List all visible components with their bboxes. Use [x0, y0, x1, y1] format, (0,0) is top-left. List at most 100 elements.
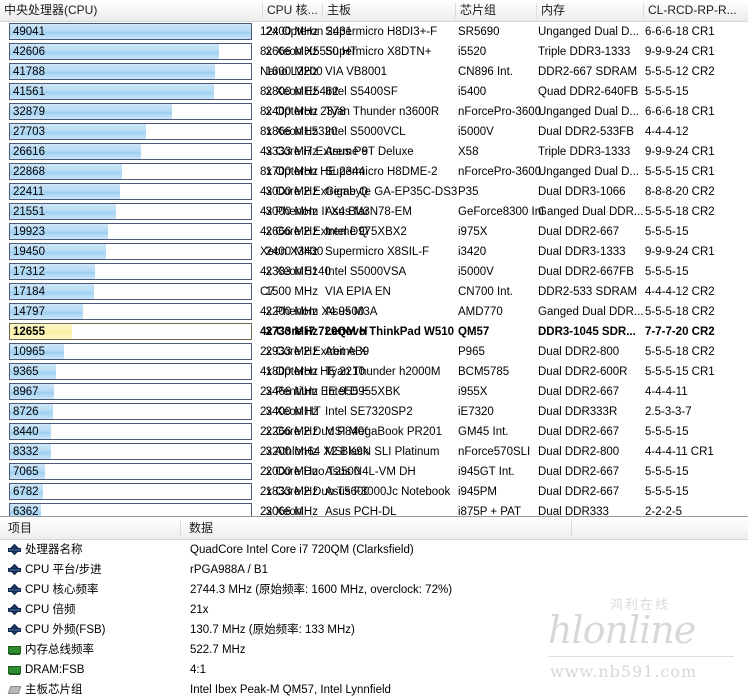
score-bar: 17184 [9, 283, 252, 300]
column-header-memory[interactable]: 内存 [541, 3, 566, 17]
list-item[interactable]: DRAM:FSB 4:1 [0, 660, 748, 680]
list-item[interactable]: 处理器名称 QuadCore Intel Core i7 720QM (Clark… [0, 540, 748, 560]
table-row[interactable]: 8726 2x Xeon HT 3400 MHz Intel SE7320SP2 iE7… [0, 402, 748, 422]
table-row[interactable]: 17312 4x Xeon 5140 2333 MHz Intel S5000VSA i… [0, 262, 748, 282]
table-row[interactable]: 27703 8x Xeon L5320 1866 MHz Intel S5000VCL… [0, 122, 748, 142]
cell-memory: Dual DDR3-1333 [538, 246, 626, 258]
table-row[interactable]: 26616 4x Core i7 Extreme 96...3333 MHz Asu… [0, 142, 748, 162]
cell-memory: Unganged Dual D... [538, 166, 640, 178]
cell-chipset: i945GT Int. [458, 466, 515, 478]
cell-motherboard: Asus M3A [325, 306, 378, 318]
detail-row-list[interactable]: 处理器名称 QuadCore Intel Core i7 720QM (Clark… [0, 540, 748, 700]
column-divider[interactable] [262, 3, 263, 18]
cell-chipset: i5400 [458, 86, 487, 98]
cell-memory: Unganged Dual D... [538, 106, 640, 118]
column-header-item[interactable]: 项目 [8, 521, 33, 535]
column-header-motherboard[interactable]: 主板 [327, 3, 352, 17]
score-value: 6362 [13, 506, 39, 516]
list-item[interactable]: CPU 倍频 21x [0, 600, 748, 620]
list-item[interactable]: 主板芯片组 Intel Ibex Peak-M QM57, Intel Lynnf… [0, 680, 748, 700]
list-item[interactable]: 内存总线频率 522.7 MHz [0, 640, 748, 660]
cell-chipset: i5000V [458, 266, 494, 278]
score-value: 12655 [13, 326, 45, 338]
column-divider[interactable] [180, 520, 181, 536]
table-row[interactable]: 41561 8x Xeon E5462 2800 MHz Intel S5400SF i… [0, 82, 748, 102]
list-item[interactable]: CPU 外频(FSB) 130.7 MHz (原始频率: 133 MHz) [0, 620, 748, 640]
cell-core-clock: 1866 MHz [265, 126, 318, 138]
cell-motherboard: Intel S5400SF [325, 86, 398, 98]
detail-item-value: 130.7 MHz (原始频率: 133 MHz) [190, 624, 355, 636]
column-divider[interactable] [536, 3, 537, 18]
memory-icon [8, 644, 22, 656]
cell-core-clock: 3466 MHz [265, 386, 318, 398]
table-row[interactable]: 41788 Nano L2200 1600 MHz VIA VB8001 CN896 I… [0, 62, 748, 82]
column-divider[interactable] [455, 3, 456, 18]
score-bar: 8332 [9, 443, 252, 460]
cell-memory: Quad DDR2-640FB [538, 86, 639, 98]
cell-core-clock: 2200 MHz [265, 306, 318, 318]
cell-timings: 2.5-3-3-7 [645, 406, 692, 418]
cell-timings: 5-5-5-15 CR1 [645, 366, 715, 378]
cell-cpu: Xeon X3430 [260, 246, 324, 258]
table-row[interactable]: 32879 8x Opteron 2378 2400 MHz Tyan Thunder… [0, 102, 748, 122]
detail-item-value: 2744.3 MHz (原始频率: 1600 MHz, overclock: 7… [190, 584, 453, 596]
cpu-icon [8, 604, 22, 616]
cell-cpu: 8x Xeon E5462 [260, 86, 339, 98]
column-header-timings[interactable]: CL-RCD-RP-R... [648, 3, 737, 17]
table-row[interactable]: 12655 4x Core i7 720QM HT 2733 MHz Lenovo T… [0, 322, 748, 342]
table-row[interactable]: 22868 8x Opteron HE 2344 1700 MHz Supermicr… [0, 162, 748, 182]
table-row[interactable]: 9365 4x Opteron HE 2210 1800 MHz Tyan Thund… [0, 362, 748, 382]
list-item[interactable]: CPU 核心频率 2744.3 MHz (原始频率: 1600 MHz, over… [0, 580, 748, 600]
cell-cpu: 2x Core Duo T2500 [260, 466, 361, 478]
table-row[interactable]: 22411 4x Core 2 Extreme QX...3000 MHz Giga… [0, 182, 748, 202]
cell-memory: Ganged Dual DDR... [538, 306, 643, 318]
cell-core-clock: 2666 MHz [265, 226, 318, 238]
score-value: 10965 [13, 346, 45, 358]
table-row[interactable]: 10965 2x Core 2 Extreme X6...2933 MHz Abit… [0, 342, 748, 362]
score-bar: 26616 [9, 143, 252, 160]
cell-motherboard: Tyan Thunder n3600R [325, 106, 440, 118]
list-item[interactable]: CPU 平台/步进 rPGA988A / B1 [0, 560, 748, 580]
column-header-data[interactable]: 数据 [189, 521, 214, 535]
column-header-chipset[interactable]: 芯片组 [460, 3, 497, 17]
benchmark-table-panel: 中央处理器(CPU) CPU 核... 主板 芯片组 内存 CL-RCD-RP-… [0, 0, 748, 516]
column-header-core-clock[interactable]: CPU 核... [267, 3, 318, 17]
score-bar: 32879 [9, 103, 252, 120]
table-row[interactable]: 7065 2x Core Duo T2500 2000 MHz Asus N4L-VM… [0, 462, 748, 482]
column-divider[interactable] [322, 3, 323, 18]
table-row[interactable]: 8440 2x Core 2 Duo P8400 2266 MHz MSI MegaB… [0, 422, 748, 442]
cell-chipset: P965 [458, 346, 485, 358]
cell-motherboard: Intel S5000VCL [325, 126, 406, 138]
cell-core-clock: 3200 MHz [265, 446, 318, 458]
score-value: 19450 [13, 246, 45, 258]
cell-motherboard: Intel D975XBX2 [325, 226, 407, 238]
score-value: 32879 [13, 106, 45, 118]
cell-memory: DDR2-667 SDRAM [538, 66, 638, 78]
table-row[interactable]: 49041 12x Opteron 2431 2400 MHz Supermicro … [0, 22, 748, 42]
table-row[interactable]: 21551 4x Phenom II X4 Blac...3000 MHz Asus… [0, 202, 748, 222]
column-divider[interactable] [643, 3, 644, 18]
table-row[interactable]: 42606 8x Xeon X5550 HT 2666 MHz Supermicro … [0, 42, 748, 62]
benchmark-row-list[interactable]: 49041 12x Opteron 2431 2400 MHz Supermicro … [0, 22, 748, 516]
score-bar: 9365 [9, 363, 252, 380]
cell-chipset: CN896 Int. [458, 66, 513, 78]
table-row[interactable]: 8332 2x Athlon64 X2 Black ...3200 MHz MSI … [0, 442, 748, 462]
table-row[interactable]: 6782 2x Core 2 Duo T5600 1833 MHz Asus F300… [0, 482, 748, 502]
column-header-cpu-score[interactable]: 中央处理器(CPU) [4, 3, 98, 17]
table-row[interactable]: 19450 Xeon X3430 2400 MHz Supermicro X8SIL-… [0, 242, 748, 262]
cell-memory: Dual DDR3-1066 [538, 186, 626, 198]
score-bar-fill [10, 224, 108, 239]
column-divider[interactable] [571, 520, 572, 536]
table-row[interactable]: 17184 C7 1500 MHz VIA EPIA EN CN700 Int. DDR2… [0, 282, 748, 302]
table-row[interactable]: 14797 4x Phenom X4 9500 2200 MHz Asus M3A AM… [0, 302, 748, 322]
cell-timings: 9-9-9-24 CR1 [645, 146, 715, 158]
table-row[interactable]: 19923 4x Core 2 Extreme QX...2666 MHz Inte… [0, 222, 748, 242]
score-value: 22411 [13, 186, 45, 198]
table-row[interactable]: 6362 2x Xeon 3066 MHz Asus PCH-DL i875P + PA… [0, 502, 748, 516]
cell-cpu: 8x Xeon X5550 HT [260, 46, 358, 58]
table-row[interactable]: 8967 2x Pentium EE 955 HT 3466 MHz Intel D9… [0, 382, 748, 402]
cell-timings: 4-4-4-11 CR1 [645, 446, 714, 458]
cell-memory: DDR3-1045 SDR... [538, 326, 636, 338]
cell-core-clock: 2933 MHz [265, 346, 318, 358]
cell-memory: Dual DDR2-667 [538, 486, 620, 498]
